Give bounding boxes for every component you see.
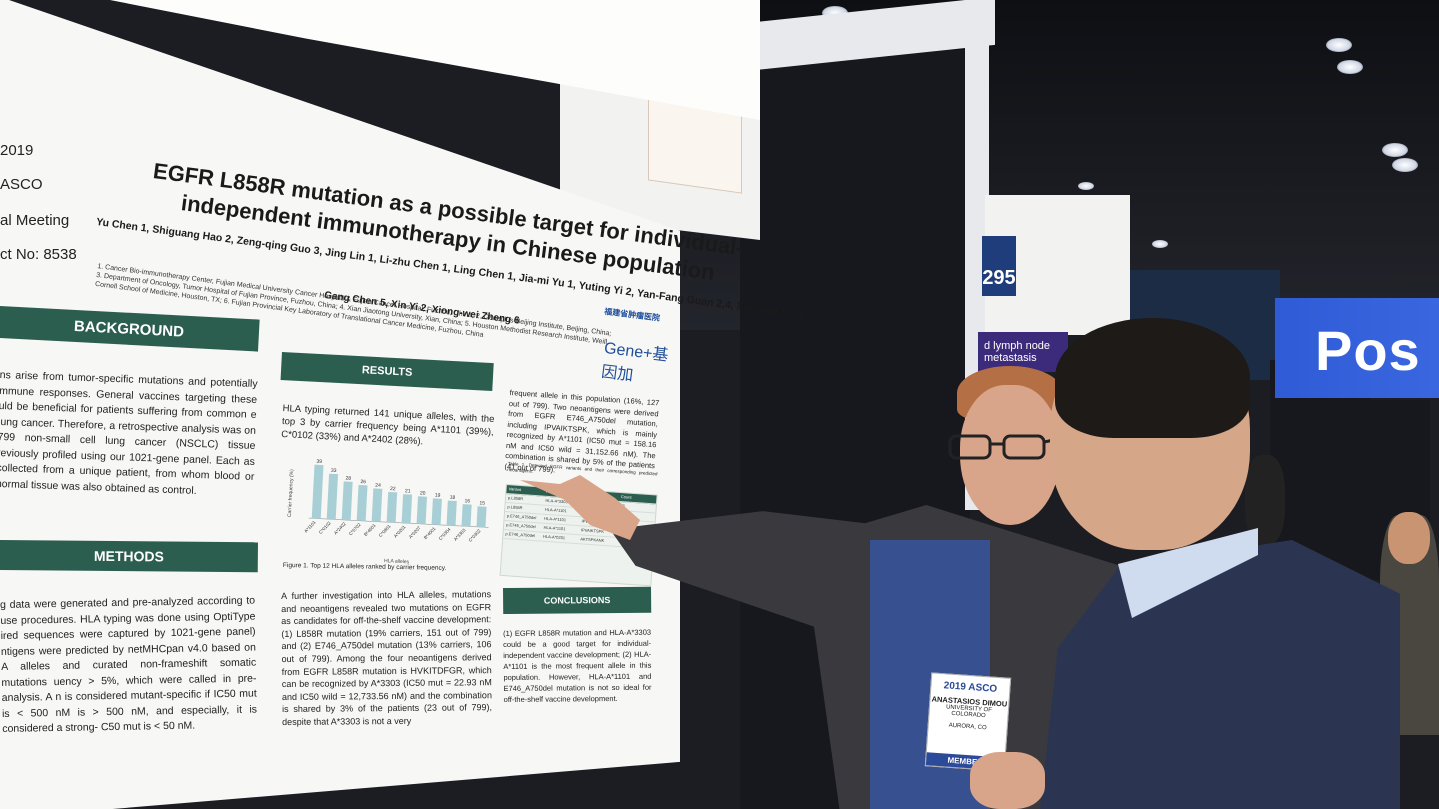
ceiling-light bbox=[1078, 182, 1094, 190]
poster-meeting: al Meeting bbox=[0, 212, 70, 229]
ceiling-light bbox=[1392, 158, 1418, 172]
background-person-face bbox=[1388, 512, 1430, 564]
chart-data-label: 19 bbox=[435, 493, 441, 499]
badge-city: AURORA, CO bbox=[948, 722, 987, 732]
chart-x-label: HLA alleles bbox=[384, 558, 410, 565]
section-header-conclusions: CONCLUSIONS bbox=[503, 586, 652, 614]
chart-bar bbox=[401, 494, 413, 524]
poster-year: 2019 bbox=[0, 142, 34, 159]
presenter-jacket bbox=[610, 505, 1120, 809]
poster-abstract-number: ct No: 8538 bbox=[0, 246, 77, 263]
chart-tick-label: A*0207 bbox=[408, 525, 422, 540]
neighbor-banner: d lymph node metastasis bbox=[978, 332, 1068, 372]
chart-data-label: 24 bbox=[375, 483, 381, 489]
chart-data-label: 15 bbox=[479, 500, 485, 506]
chart-tick-label: A*2402 bbox=[333, 521, 347, 536]
chart-bar bbox=[326, 473, 339, 520]
chart-data-label: 20 bbox=[420, 490, 426, 496]
chart-bar bbox=[356, 484, 368, 522]
section-header-methods: METHODS bbox=[0, 540, 258, 573]
badge-logo: 2019 ASCO bbox=[943, 680, 998, 695]
chart-data-label: 33 bbox=[331, 468, 337, 474]
chart-bar bbox=[341, 481, 353, 521]
chart-data-label: 28 bbox=[345, 475, 351, 481]
chart-tick-label: A*1101 bbox=[303, 519, 317, 533]
poster-hall-sign: Pos bbox=[1275, 298, 1439, 398]
chart-tick-label: B*4001 bbox=[423, 526, 437, 541]
ceiling-light bbox=[1326, 38, 1352, 52]
chart-bar bbox=[446, 500, 457, 526]
chart-tick-label: C*0302 bbox=[468, 528, 482, 543]
chart-bar bbox=[371, 488, 383, 522]
chart-bar bbox=[461, 504, 472, 527]
listener-hair bbox=[1055, 318, 1250, 438]
chart-tick-label: C*0702 bbox=[348, 522, 362, 537]
listener-hand bbox=[970, 752, 1045, 809]
chart-data-label: 16 bbox=[464, 498, 470, 504]
chart-data-label: 22 bbox=[390, 486, 396, 492]
chart-bar bbox=[476, 506, 487, 528]
chart-tick-label: C*0801 bbox=[378, 523, 392, 538]
poster-org: ASCO bbox=[0, 176, 43, 193]
booth-number: 295 bbox=[982, 236, 1016, 296]
chart-bar bbox=[386, 491, 398, 523]
chart-data-label: 26 bbox=[360, 479, 366, 485]
chart-tick-label: C*0304 bbox=[438, 526, 452, 541]
background-text: ns arise from tumor-specific mutations a… bbox=[0, 368, 258, 497]
glasses-icon bbox=[948, 434, 1055, 460]
geneplus-logo: Gene+基因加 bbox=[600, 339, 670, 385]
chart-data-label: 21 bbox=[405, 488, 411, 494]
results-text-2: A further investigation into HLA alleles… bbox=[281, 589, 493, 727]
chart-tick-label: B*4601 bbox=[363, 523, 377, 538]
chart-x-axis bbox=[308, 517, 489, 528]
ceiling-light bbox=[1152, 240, 1168, 248]
poster: 2019 ASCO al Meeting ct No: 8538 EGFR L8… bbox=[0, 0, 808, 809]
chart-data-label: 18 bbox=[450, 495, 456, 501]
chart-bar bbox=[311, 464, 324, 519]
chart-tick-label: C*0102 bbox=[318, 520, 332, 535]
chart-tick-label: A*3303 bbox=[453, 527, 467, 542]
chart-bar bbox=[431, 498, 442, 525]
ceiling-light bbox=[1382, 143, 1408, 157]
chart-y-label: Carrier frequency (%) bbox=[287, 469, 296, 517]
conclusions-text: (1) EGFR L858R mutation and HLA-A*3303 c… bbox=[503, 627, 652, 704]
methods-text: g data were generated and pre-analyzed a… bbox=[0, 594, 258, 735]
chart-bar bbox=[416, 496, 428, 525]
chart-tick-label: A*0201 bbox=[393, 524, 407, 539]
hla-bar-chart: Carrier frequency (%) 39 A*1101 33 C*0102 28 A… bbox=[287, 459, 489, 565]
pointing-hand bbox=[520, 475, 640, 540]
ceiling-light bbox=[1337, 60, 1363, 74]
chart-data-label: 39 bbox=[316, 459, 322, 465]
